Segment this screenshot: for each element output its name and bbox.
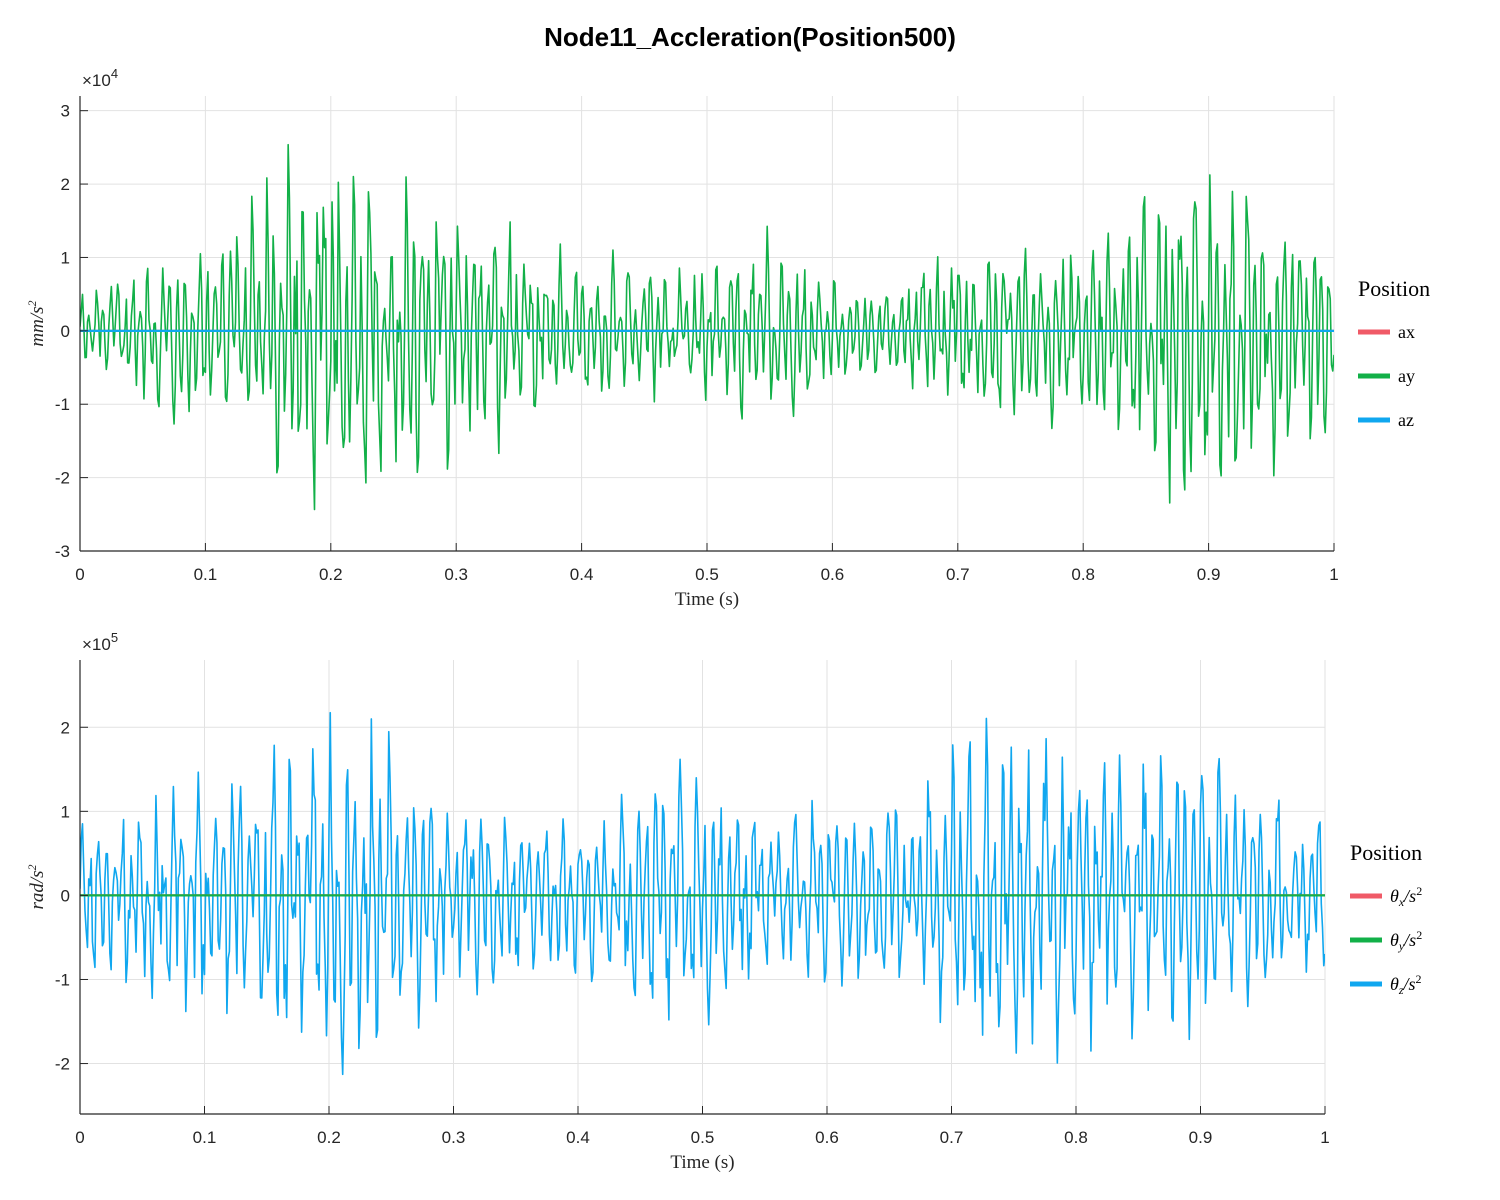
chart-1: 0 0.1 0.2 0.3 0.4 0.5 0.6 0.7 0.8 0.9 1 -3 -2 -1 0 1 2 3 ×… [25,66,1430,610]
x-tick-label-3: 0.3 [442,1128,466,1147]
y-tick-label-4: 1 [61,248,70,267]
x-tick-label-7: 0.7 [940,1128,964,1147]
y-tick-label-3: 1 [61,802,70,821]
x-tick-label-3: 0.3 [444,565,468,584]
chart-2: 0 0.1 0.2 0.3 0.4 0.5 0.6 0.7 0.8 0.9 1 -2 -1 0 1 2 ×105… [25,630,1422,1173]
legend: Position ax ay az [1358,276,1430,430]
x-tick-label-10: 1 [1329,565,1338,584]
x-tick-label-6: 0.6 [815,1128,839,1147]
legend-label-2: θz/s2 [1390,972,1422,997]
y-tick-label-3: 0 [61,322,70,341]
legend-label-1: ay [1398,366,1415,386]
series-line-θz/s² [80,711,1325,1076]
legend-label-2: az [1398,410,1414,430]
x-tick-label-2: 0.2 [317,1128,341,1147]
y-tick-label-2: 0 [61,886,70,905]
y-axis-label: mm/s2 [25,300,48,346]
x-tick-label-8: 0.8 [1064,1128,1088,1147]
x-tick-label-4: 0.4 [566,1128,590,1147]
y-tick-label-0: -2 [55,1055,70,1074]
legend: Position θx/s2 θy/s2 θz/s2 [1350,840,1422,997]
series-line-ay [80,143,1334,511]
y-tick-label-1: -1 [55,970,70,989]
legend-title: Position [1358,276,1430,301]
page-title: Node11_Accleration(Position500) [544,22,956,52]
y-tick-label-1: -2 [55,469,70,488]
x-axis-label: Time (s) [670,1152,734,1173]
y-tick-label-6: 3 [61,102,70,121]
x-tick-label-1: 0.1 [194,565,218,584]
x-tick-label-4: 0.4 [570,565,594,584]
y-tick-label-2: -1 [55,395,70,414]
y-tick-label-0: -3 [55,542,70,561]
legend-label-1: θy/s2 [1390,928,1422,953]
axis-exponent-label: ×105 [82,630,118,654]
x-axis-label: Time (s) [675,589,739,610]
x-tick-label-7: 0.7 [946,565,970,584]
x-tick-label-9: 0.9 [1197,565,1221,584]
x-tick-label-2: 0.2 [319,565,343,584]
x-tick-label-10: 1 [1320,1128,1329,1147]
x-tick-label-5: 0.5 [695,565,719,584]
legend-title: Position [1350,840,1422,865]
x-tick-label-8: 0.8 [1071,565,1095,584]
y-tick-label-5: 2 [61,175,70,194]
y-axis-label: rad/s2 [25,864,48,909]
legend-label-0: θx/s2 [1390,884,1422,909]
x-tick-label-0: 0 [75,1128,84,1147]
x-tick-label-6: 0.6 [821,565,845,584]
series-group [80,711,1325,1076]
y-tick-label-4: 2 [61,718,70,737]
series-group [80,143,1334,511]
axis-exponent-label: ×104 [82,66,118,90]
x-tick-label-5: 0.5 [691,1128,715,1147]
x-tick-label-1: 0.1 [193,1128,217,1147]
x-tick-label-9: 0.9 [1189,1128,1213,1147]
x-tick-label-0: 0 [75,565,84,584]
legend-label-0: ax [1398,322,1415,342]
